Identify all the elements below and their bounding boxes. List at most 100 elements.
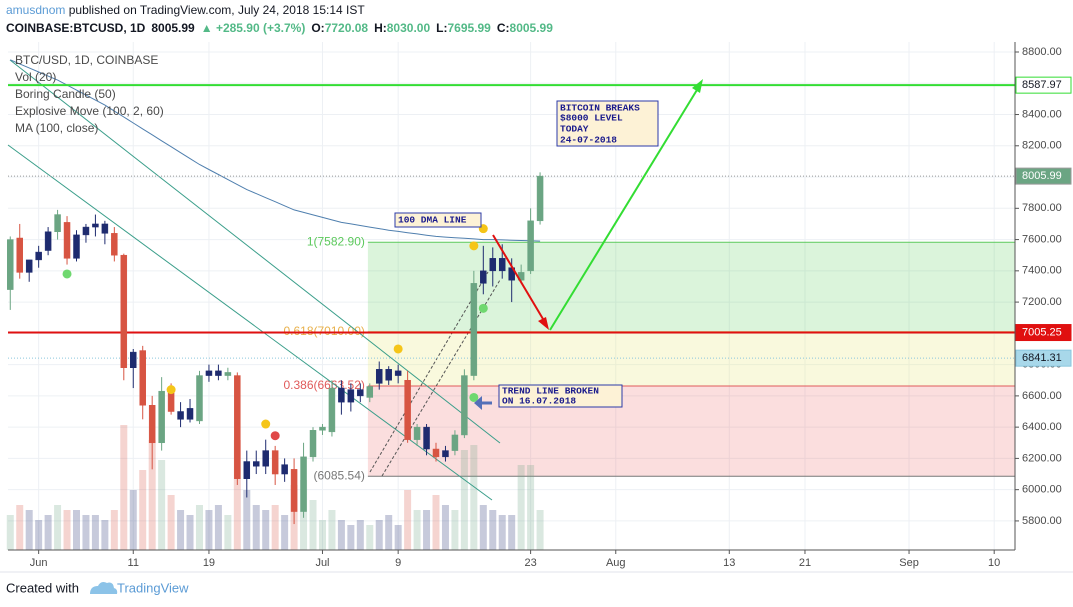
price-box [1015, 349, 1072, 367]
axes: 5800.006000.006200.006400.006600.006800.… [30, 46, 1072, 569]
grid [8, 42, 1015, 550]
candle-body [338, 387, 345, 403]
candle-body [347, 389, 355, 403]
volume-bar [91, 515, 99, 550]
candle-body [309, 430, 317, 458]
signal-dot [469, 392, 479, 402]
annotation-text: ON 16.07.2018 [502, 396, 576, 407]
volume-bar [460, 450, 468, 550]
price-box [1015, 324, 1072, 342]
annotation-box [498, 384, 623, 408]
published-text: published on TradingView.com, July 24, 2… [69, 3, 366, 17]
x-tick-label: 11 [128, 557, 139, 569]
price-box [1015, 76, 1072, 94]
x-tick-label: 21 [799, 557, 811, 569]
candle-body [271, 450, 279, 475]
volume-bar [527, 465, 535, 550]
candle-body [196, 375, 203, 422]
y-tick-label: 8200.00 [1022, 140, 1062, 152]
symbol-part: ▲ +285.90 (+3.7%) [201, 21, 306, 35]
y-tick-label: 5800.00 [1022, 515, 1062, 527]
candle-body [120, 254, 128, 368]
volume-bar [536, 510, 544, 550]
volume-bar [337, 520, 345, 550]
volume-bar [139, 470, 147, 550]
volume-bar [394, 525, 402, 550]
volume-bar [224, 515, 232, 550]
fib-label: 0.618(7010.00) [283, 324, 364, 338]
candle-body [186, 408, 194, 420]
logo [90, 582, 118, 594]
candle-body [423, 426, 430, 450]
volume-bar [205, 510, 213, 550]
candle-body [16, 237, 23, 273]
price-box-label: 7005.25 [1022, 326, 1062, 338]
y-tick-label: 7200.00 [1022, 296, 1062, 308]
symbol-part: 8005.99 [510, 21, 554, 35]
x-tick-label: Jul [315, 557, 329, 569]
fib-label: (6085.54) [314, 468, 365, 482]
candle-body [290, 469, 298, 512]
candle-body [366, 386, 374, 398]
annotation-text: 100 DMA LINE [398, 215, 467, 226]
footer-brand[interactable]: TradingView [117, 580, 189, 595]
symbol-part: 7695.99 [447, 21, 491, 35]
symbol-line: COINBASE:BTCUSD, 1D 8005.99 ▲ +285.90 (+3.… [6, 21, 553, 35]
legend-item: Explosive Move (100, 2, 60) [15, 104, 164, 118]
legend-item: Boring Candle (50) [15, 87, 116, 101]
moving-average [10, 59, 541, 242]
candle-body [35, 251, 42, 261]
candle-body [158, 390, 165, 444]
symbol-part: 8030.00 [387, 21, 431, 35]
trend-line-dashed [369, 271, 489, 473]
candle-body [101, 223, 109, 234]
annotation-text: $8000 LEVEL [560, 113, 623, 124]
trend-line [7, 144, 493, 501]
arrow-head [474, 396, 482, 410]
legend-item: Vol (20) [15, 70, 56, 84]
arrow-head [692, 79, 703, 93]
signal-dot [478, 303, 488, 313]
x-tick-label: 10 [988, 557, 1000, 569]
candle-body [281, 464, 288, 475]
signal-dot [393, 344, 403, 354]
volume-bar [262, 510, 270, 550]
x-tick-label: 13 [723, 557, 735, 569]
candle-body [82, 226, 90, 236]
volume-bar [404, 490, 412, 550]
candle-body [7, 239, 14, 290]
x-tick-label: Sep [899, 557, 919, 569]
signals [62, 224, 488, 441]
candle-body [25, 259, 33, 273]
volume-bar [498, 515, 506, 550]
candle-body [470, 283, 478, 376]
author[interactable]: amusdnom [6, 3, 65, 17]
candle-body [44, 231, 52, 251]
candle-body [480, 270, 487, 284]
y-tick-label: 7600.00 [1022, 233, 1062, 245]
candle-body [536, 175, 544, 222]
y-tick-label: 8400.00 [1022, 108, 1062, 120]
volume-bar [423, 510, 431, 550]
candle-body [394, 370, 402, 376]
arrow-green [549, 84, 701, 331]
x-tick-label: 23 [524, 557, 536, 569]
signal-dot [270, 431, 280, 441]
candle-body [243, 461, 251, 479]
volume-bar [271, 505, 279, 550]
y-tick-label: 8800.00 [1022, 46, 1062, 58]
volume-bar [385, 515, 393, 550]
price-axis-bg [1015, 42, 1073, 550]
trend-line [9, 59, 501, 444]
symbol-part: 8005.99 [151, 21, 195, 35]
signal-dot [166, 385, 176, 395]
volume-bar [110, 510, 118, 550]
footer-text: Created with [6, 580, 79, 595]
volume-bar [6, 515, 14, 550]
volume-bar [35, 520, 43, 550]
candle-body [234, 375, 241, 479]
volume-bar [328, 510, 336, 550]
candle-body [148, 405, 156, 444]
candle-body [215, 370, 222, 376]
volume-bar [186, 515, 194, 550]
